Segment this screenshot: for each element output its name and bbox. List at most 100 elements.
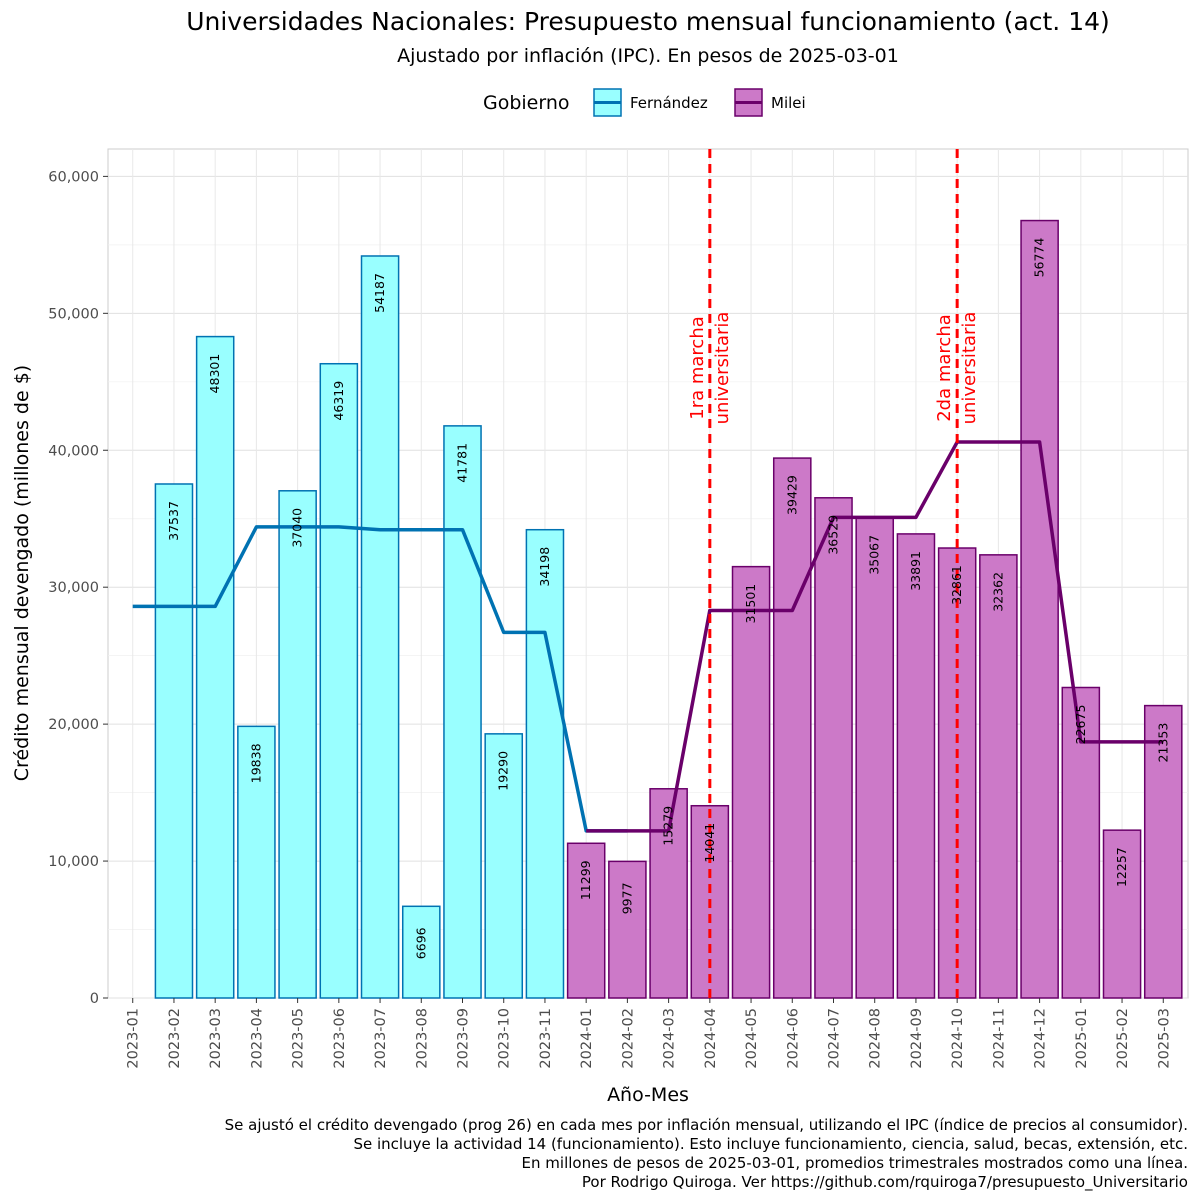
bar-label: 32861	[949, 565, 964, 605]
bar-label: 6696	[413, 927, 428, 959]
y-tick-label: 10,000	[48, 854, 99, 870]
bar-label: 36529	[825, 515, 840, 555]
bar-label: 9977	[619, 882, 634, 914]
bars	[154, 219, 1183, 999]
x-tick-label: 2024-08	[868, 1008, 884, 1069]
bar	[154, 483, 194, 999]
bar	[896, 533, 936, 999]
legend-label-milei: Milei	[771, 94, 806, 112]
bar-label: 56774	[1032, 238, 1047, 278]
bar-label: 46319	[331, 381, 346, 421]
bar	[608, 860, 647, 999]
bar	[814, 497, 853, 999]
caption-line-3: En millones de pesos de 2025-03-01, prom…	[522, 1154, 1188, 1172]
quarterly-lines	[132, 440, 1164, 833]
bar	[979, 554, 1018, 999]
legend-title: Gobierno	[483, 92, 570, 114]
bar-labels: 37537 48301 19838 37040 46319 54187 6696 41781 1…	[166, 238, 1170, 960]
bar-label: 32362	[990, 572, 1005, 612]
x-tick-label: 2023-02	[167, 1008, 183, 1069]
legend: Gobierno Fernández Milei	[483, 88, 806, 117]
x-tick-label: 2023-07	[373, 1008, 389, 1069]
annotation-text: universitaria	[712, 312, 733, 425]
x-tick-label: 2024-01	[579, 1008, 595, 1069]
x-tick-label: 2023-09	[456, 1008, 472, 1069]
caption-line-2: Se incluye la actividad 14 (funcionamien…	[353, 1135, 1188, 1153]
annotation-text: 1ra marcha	[687, 316, 708, 420]
x-tick-label: 2024-07	[826, 1008, 842, 1069]
bar	[525, 528, 565, 999]
x-tick-label: 2024-11	[991, 1008, 1007, 1069]
x-tick-label: 2024-10	[950, 1008, 966, 1069]
x-tick-label: 2024-09	[909, 1008, 925, 1069]
bar	[1143, 704, 1183, 999]
bar-label: 14041	[702, 823, 717, 863]
x-tick-label: 2025-03	[1156, 1008, 1172, 1069]
x-tick-label: 2023-01	[126, 1008, 142, 1069]
x-tick-label: 2023-06	[332, 1008, 348, 1069]
legend-label-fernandez: Fernández	[630, 94, 708, 112]
bar	[855, 517, 895, 999]
x-tick-label: 2024-03	[662, 1008, 678, 1069]
x-tick-label: 2024-02	[620, 1008, 636, 1069]
bar-label: 12257	[1114, 847, 1129, 887]
bar	[443, 425, 482, 999]
x-tick-label: 2024-12	[1033, 1008, 1049, 1069]
bar-label: 54187	[372, 273, 387, 313]
bar	[278, 490, 317, 999]
x-axis-label: Año-Mes	[607, 1084, 689, 1106]
bar-label: 19838	[248, 743, 263, 783]
bar	[731, 565, 771, 999]
y-tick-label: 60,000	[48, 169, 99, 185]
bar	[566, 842, 606, 999]
y-tick-label: 40,000	[48, 443, 99, 459]
x-tick-label: 2024-05	[744, 1008, 760, 1069]
x-tick-label: 2023-11	[538, 1008, 554, 1069]
annotations: 1ra marcha universitaria 2da marcha univers…	[687, 149, 980, 998]
x-tick-label: 2023-05	[291, 1008, 307, 1069]
legend-entry-milei: Milei	[734, 88, 806, 117]
bar-label: 48301	[207, 354, 222, 394]
quarterly-line	[586, 440, 1164, 833]
bar-label: 37040	[290, 508, 305, 548]
y-tick-label: 30,000	[48, 580, 99, 596]
x-tick-label: 2023-10	[497, 1008, 513, 1069]
bar	[195, 335, 235, 999]
x-tick-label: 2025-02	[1115, 1008, 1131, 1069]
x-tick-label: 2023-03	[208, 1008, 224, 1069]
y-axis-label: Crédito mensual devengado (millones de $…	[11, 365, 33, 781]
bar-label: 35067	[867, 535, 882, 575]
bar-label: 41781	[455, 443, 470, 483]
chart-title: Universidades Nacionales: Presupuesto me…	[186, 7, 1110, 36]
bar	[1020, 219, 1059, 999]
bar	[772, 457, 812, 999]
y-tick-label: 20,000	[48, 717, 99, 733]
caption: Se ajustó el crédito devengado (prog 26)…	[225, 1116, 1188, 1192]
chart-subtitle: Ajustado por inflación (IPC). En pesos d…	[397, 45, 899, 67]
annotation-text: 2da marcha	[934, 314, 955, 422]
x-tick-label: 2025-01	[1074, 1008, 1090, 1069]
x-tick-label: 2024-06	[785, 1008, 801, 1069]
y-tick-label: 0	[90, 991, 99, 1007]
x-tick-label: 2024-04	[703, 1008, 719, 1069]
annotation-text: universitaria	[959, 312, 980, 425]
bar-label: 33891	[908, 551, 923, 591]
bar	[237, 725, 276, 999]
legend-entry-fernandez: Fernández	[593, 88, 708, 117]
bar-label: 11299	[578, 860, 593, 900]
bar	[484, 733, 524, 999]
bar-label: 15279	[661, 806, 676, 846]
x-axis-ticks: 2023-01 2023-02 2023-03 2023-04 2023-05 2023-…	[126, 998, 1172, 1069]
bar-label: 34198	[537, 547, 552, 587]
bar	[1102, 829, 1142, 999]
caption-line-1: Se ajustó el crédito devengado (prog 26)…	[225, 1116, 1188, 1134]
bar-label: 31501	[743, 584, 758, 624]
x-tick-label: 2023-04	[249, 1008, 265, 1069]
bar-label: 19290	[496, 751, 511, 791]
bar	[360, 255, 400, 999]
bar-label: 37537	[166, 501, 181, 541]
bar	[319, 362, 359, 999]
bar-label: 21353	[1155, 723, 1170, 763]
quarterly-line	[132, 525, 628, 833]
